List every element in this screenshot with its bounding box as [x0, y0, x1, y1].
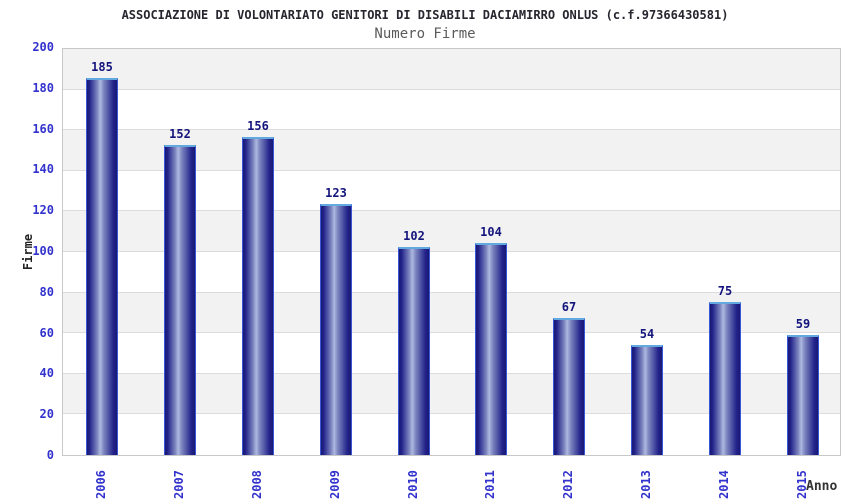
x-axis-label: Anno	[806, 479, 838, 494]
x-tick-label: 2006	[94, 470, 108, 499]
bar-value-label: 59	[795, 317, 811, 331]
y-tick-label: 140	[32, 162, 54, 177]
bar-2010	[398, 247, 430, 455]
bar-value-label: 185	[91, 60, 113, 74]
x-tick-label: 2013	[639, 470, 653, 499]
x-axis-ticks: 2006 2007 2008 2009 2010 2011 2012 2013 2014 2015	[62, 459, 841, 500]
x-tick-label: 2012	[561, 470, 575, 499]
bar-2009	[320, 204, 352, 455]
bar-2013	[631, 345, 663, 455]
bar-2015	[787, 335, 819, 455]
bar-2006	[86, 78, 118, 455]
x-tick-label: 2011	[483, 470, 497, 499]
bar-value-label: 156	[247, 119, 269, 133]
bar-2014	[709, 302, 741, 455]
bar-2011	[475, 243, 507, 455]
grid-band	[63, 89, 840, 131]
bar-value-label: 75	[717, 284, 733, 298]
y-tick-label: 80	[39, 284, 54, 299]
bar-2012	[553, 318, 585, 455]
bar-value-label: 152	[169, 127, 191, 141]
plot-area: 185 152 156 123 102 104 67 54 75 59	[62, 48, 841, 456]
y-tick-label: 0	[46, 448, 54, 462]
y-tick-label: 200	[32, 40, 54, 54]
bar-value-label: 123	[325, 186, 347, 200]
y-tick-label: 60	[39, 325, 54, 340]
bars-container: 185 152 156 123 102 104 67 54 75 59	[63, 49, 840, 455]
x-tick-label: 2010	[406, 470, 420, 499]
y-tick-label: 20	[39, 407, 54, 422]
y-tick-label: 120	[32, 203, 54, 218]
x-tick-label: 2008	[250, 470, 264, 499]
bar-value-label: 54	[639, 327, 655, 341]
bar-value-label: 104	[480, 225, 502, 239]
y-tick-label: 160	[32, 121, 54, 136]
bar-value-label: 67	[561, 300, 577, 314]
y-tick-label: 40	[39, 366, 54, 381]
bar-value-label: 102	[403, 229, 425, 243]
x-tick-label: 2009	[328, 470, 342, 499]
chart-subtitle: Numero Firme	[374, 26, 476, 42]
bar-2007	[164, 145, 196, 455]
y-tick-label: 100	[32, 244, 54, 258]
y-tick-label: 180	[32, 80, 54, 95]
chart-title: ASSOCIAZIONE DI VOLONTARIATO GENITORI DI…	[121, 8, 729, 22]
x-tick-label: 2014	[717, 470, 731, 499]
x-tick-label: 2007	[172, 470, 186, 499]
bar-2008	[242, 137, 274, 455]
grid-band	[63, 49, 840, 90]
